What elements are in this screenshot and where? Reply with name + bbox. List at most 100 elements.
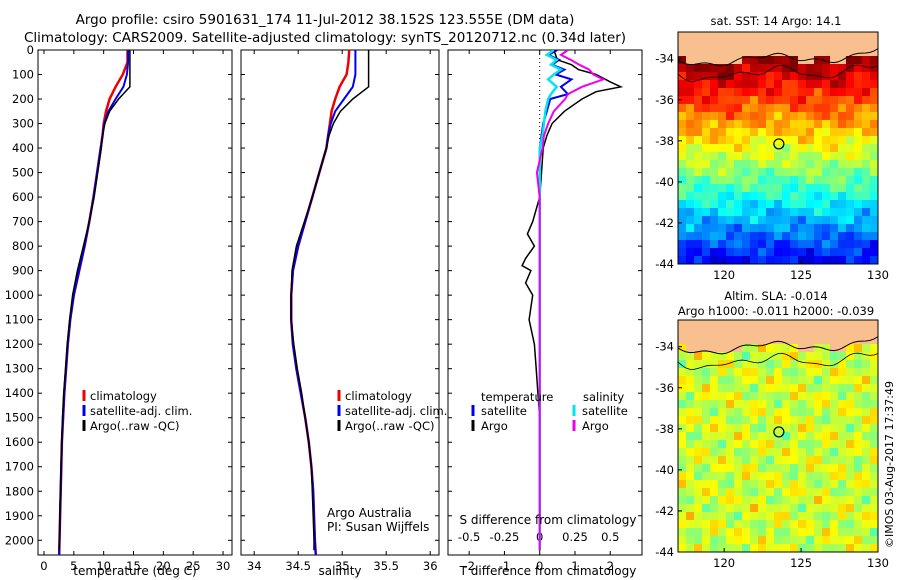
map-cell [774,112,783,121]
map-cell [710,168,719,177]
map-cell [846,32,855,41]
map-cell [854,136,863,145]
temperature-tick-label: 15 [126,559,141,573]
map-cell [678,216,687,225]
map-cell [870,240,878,249]
map-cell [774,64,783,73]
map-cell [814,400,823,409]
map-cell [750,328,759,337]
map-cell [718,160,727,169]
pi-note: PI: Susan Wijffels [327,520,429,534]
map-cell [838,392,847,401]
map-cell [830,200,839,209]
map-cell [742,64,751,73]
map-cell [798,336,807,345]
map-cell [862,232,871,241]
s-argo-line [535,50,606,551]
map-cell [702,488,711,497]
map-cell [838,352,847,361]
map-cell [702,32,711,41]
map-cell [830,48,839,57]
map-cell [862,104,871,113]
map-cell [790,328,799,337]
map-cell [782,256,791,264]
map-cell [702,232,711,241]
map-cell [758,392,767,401]
map-cell [718,32,727,41]
map-cell [686,240,695,249]
map-cell [694,536,703,545]
map-cell [862,328,871,337]
map-cell [766,192,775,201]
map-cell [798,208,807,217]
map-cell [718,48,727,57]
map-cell [710,376,719,385]
map-cell [806,440,815,449]
map-cell [790,104,799,113]
map-cell [702,168,711,177]
map-cell [702,200,711,209]
map-cell [694,192,703,201]
map-cell [694,328,703,337]
map-cell [686,104,695,113]
map-cell [750,376,759,385]
map-cell [806,528,815,537]
map-cell [870,392,878,401]
map-cell [726,512,735,521]
map-cell [750,224,759,233]
map-cell [710,256,719,264]
map-cell [702,432,711,441]
map-cell [790,400,799,409]
map-cell [710,440,719,449]
map-cell [798,216,807,225]
map-cell [822,240,831,249]
map-cell [758,256,767,264]
map-cell [806,96,815,105]
map-cell [686,144,695,153]
map-cell [798,512,807,521]
map-cell [846,408,855,417]
map-cell [678,168,687,177]
map-cell [870,408,878,417]
map-cell [758,96,767,105]
map-cell [742,120,751,129]
map-cell [862,120,871,129]
map-cell [806,392,815,401]
map-cell [702,520,711,529]
map-cell [862,224,871,233]
map-cell [854,240,863,249]
depth-tick-label: 1800 [5,484,34,498]
map-cell [790,160,799,169]
map-cell [854,488,863,497]
map-cell [774,328,783,337]
lat-tick-label: -34 [655,52,674,66]
map-cell [862,184,871,193]
map-cell [846,384,855,393]
map-cell [870,328,878,337]
map-cell [774,160,783,169]
map-cell [710,384,719,393]
map-cell [806,32,815,41]
map-cell [750,72,759,81]
map-cell [806,104,815,113]
map-cell [710,320,719,329]
map-cell [846,224,855,233]
map-cell [814,32,823,41]
map-cell [870,56,878,65]
map-cell [862,240,871,249]
map-cell [742,56,751,65]
map-cell [806,256,815,264]
map-cell [766,456,775,465]
map-cell [702,64,711,73]
map-cell [718,208,727,217]
map-cell [822,144,831,153]
map-cell [798,248,807,257]
map-cell [702,320,711,329]
map-cell [726,184,735,193]
map-cell [790,520,799,529]
map-cell [846,128,855,137]
map-cell [694,408,703,417]
map-cell [702,248,711,257]
map-cell [686,152,695,161]
map-cell [822,520,831,529]
